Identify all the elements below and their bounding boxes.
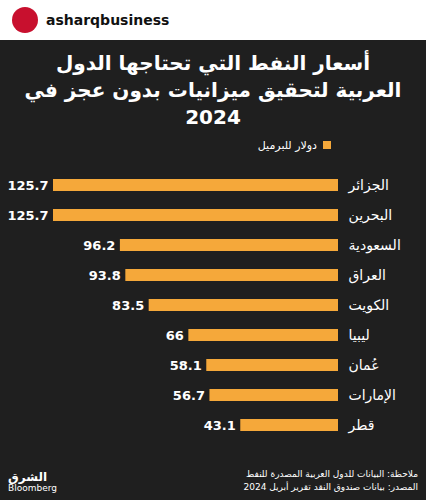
- svg-text:93.8: 93.8: [89, 268, 121, 283]
- svg-text:السعودية: السعودية: [349, 237, 401, 254]
- svg-text:ليبيا: ليبيا: [349, 327, 370, 343]
- html-text:دولار للبرميل: دولار للبرميل: [257, 138, 317, 152]
- svg-text:العراق: العراق: [349, 267, 386, 284]
- svg-text:43.1: 43.1: [204, 418, 236, 433]
- svg-text:الجزائر: الجزائر: [348, 177, 389, 194]
- svg-text:58.1: 58.1: [170, 358, 202, 373]
- svg-text:125.7: 125.7: [7, 208, 48, 223]
- svg-text:الإمارات: الإمارات: [349, 387, 396, 404]
- svg-text:66: 66: [166, 328, 184, 343]
- html-text:Bloomberg: Bloomberg: [8, 483, 57, 494]
- svg-text:عُمان: عُمان: [349, 357, 380, 373]
- svg-text:قطر: قطر: [348, 417, 375, 434]
- svg-text:83.5: 83.5: [112, 298, 144, 313]
- svg-text:56.7: 56.7: [173, 388, 205, 403]
- svg-text:96.2: 96.2: [83, 238, 115, 253]
- html-text:المصدر: بيانات صندوق النقد تقر: المصدر: بيانات صندوق النقد تقرير أبريل 2…: [243, 482, 418, 492]
- html-text:الشرق: الشرق: [8, 469, 47, 484]
- html-text:أسعار النفط التي تحتاجها الدول: أسعار النفط التي تحتاجها الدول العربية ل…: [24, 51, 402, 129]
- svg-text:البحرين: البحرين: [349, 207, 393, 224]
- svg-text:125.7: 125.7: [7, 178, 48, 193]
- html-text:ملاحظة: البيانات للدول العربية: ملاحظة: البيانات للدول العربية المصدرة ل…: [246, 468, 418, 479]
- svg-text:الكويت: الكويت: [349, 297, 390, 314]
- html-text:asharqbusiness: asharqbusiness: [46, 12, 170, 28]
